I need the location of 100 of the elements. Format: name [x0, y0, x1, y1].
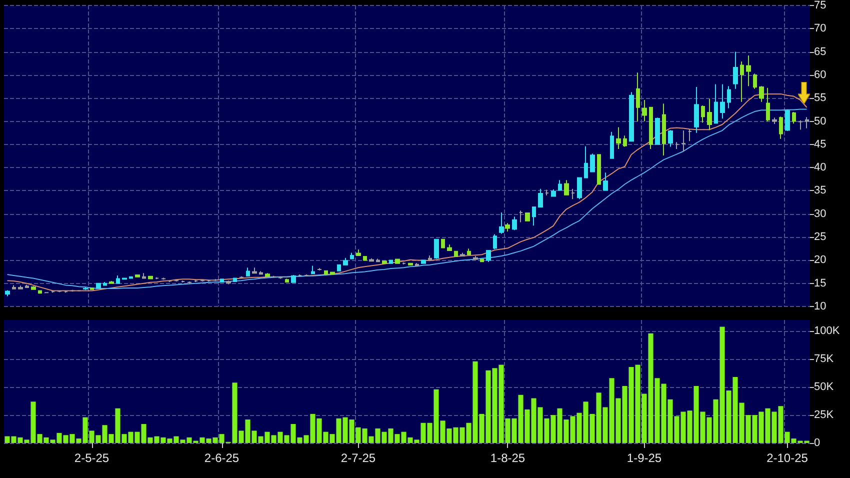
candlestick	[291, 274, 296, 284]
y-tick-label: 20	[814, 254, 826, 266]
candlestick	[116, 274, 120, 284]
candlestick	[564, 180, 569, 196]
y-tick-label: 75K	[814, 353, 834, 366]
y-tick-label: 30	[814, 208, 826, 220]
candlestick	[187, 280, 192, 284]
candlestick	[649, 106, 653, 150]
y-tick-label: 60	[814, 68, 826, 81]
x-tick-label: 1-8-25	[490, 451, 526, 465]
candlestick	[694, 86, 699, 134]
candlestick	[746, 55, 751, 87]
y-tick-label: 50K	[814, 381, 834, 394]
x-tick-label: 2-6-25	[204, 451, 240, 465]
candlestick	[519, 210, 523, 223]
candlestick	[538, 188, 543, 208]
candlestick	[421, 259, 426, 264]
candlestick	[473, 256, 478, 260]
candlestick	[324, 270, 328, 276]
y-tick-label: 25K	[814, 409, 834, 422]
candlestick	[577, 176, 582, 200]
candlestick	[642, 99, 647, 122]
candlestick	[629, 92, 634, 142]
x-tick-label: 2-10-25	[766, 451, 808, 465]
candlestick	[356, 249, 361, 257]
candlestick	[610, 131, 614, 160]
candlestick	[486, 250, 491, 263]
candlestick	[454, 250, 458, 258]
candlestick	[31, 286, 36, 290]
candlestick	[493, 234, 497, 250]
candlestick	[785, 109, 790, 132]
x-tick-label: 1-9-25	[626, 451, 662, 465]
y-tick-label: 15	[814, 277, 826, 290]
x-tick-label: 2-7-25	[340, 451, 376, 465]
candlestick	[317, 268, 322, 271]
candlestick	[161, 277, 166, 280]
candlestick	[707, 98, 712, 131]
y-tick-label: 40	[814, 162, 826, 174]
candlestick	[668, 130, 673, 148]
candlestick	[792, 112, 796, 124]
candlestick	[220, 278, 224, 283]
y-tick-label: 65	[814, 46, 826, 58]
candlestick	[701, 105, 705, 124]
candlestick	[590, 153, 595, 173]
candlestick	[304, 274, 309, 277]
candlestick	[571, 188, 575, 200]
candlestick	[389, 259, 393, 264]
candlestick	[603, 172, 608, 192]
candlestick	[239, 276, 244, 279]
candlestick	[532, 206, 536, 226]
candlestick	[343, 257, 348, 266]
candlestick	[259, 270, 263, 276]
candlestick	[330, 271, 335, 276]
candlestick	[805, 116, 809, 129]
candlestick	[512, 216, 517, 231]
candlestick	[12, 284, 16, 290]
candlestick	[675, 142, 679, 150]
y-tick-label: 10	[814, 300, 826, 312]
candlestick	[434, 238, 439, 260]
x-tick-label: 2-5-25	[74, 451, 110, 465]
candlestick	[18, 285, 23, 290]
candlestick	[428, 255, 432, 261]
candlestick	[740, 61, 744, 102]
y-tick-label: 55	[814, 92, 826, 104]
candlestick	[96, 282, 101, 290]
candlestick	[558, 180, 562, 192]
candlestick	[337, 264, 341, 272]
y-tick-label: 50	[814, 115, 826, 128]
candlestick	[733, 51, 738, 90]
candlestick	[376, 258, 380, 262]
candlestick	[148, 275, 153, 280]
candlestick	[499, 212, 504, 234]
candlestick	[551, 188, 556, 198]
candlestick	[395, 258, 400, 264]
y-tick-label: 75	[814, 0, 826, 12]
candlestick	[720, 84, 725, 119]
candlestick	[70, 289, 75, 292]
candlestick	[311, 265, 315, 275]
candlestick	[636, 72, 640, 122]
candlestick	[662, 103, 666, 156]
candlestick	[285, 278, 289, 283]
y-tick-label: 45	[814, 138, 826, 150]
candlestick	[382, 260, 387, 264]
y-tick-label: 0	[814, 437, 820, 449]
candlestick	[753, 73, 757, 90]
candlestick	[798, 120, 803, 130]
candlestick	[688, 128, 692, 142]
candlestick	[246, 267, 250, 277]
candlestick	[25, 284, 29, 288]
candlestick	[655, 117, 660, 146]
candlestick	[57, 290, 62, 293]
candlestick	[505, 222, 510, 232]
candlestick	[779, 116, 783, 140]
candlestick	[480, 258, 484, 263]
candlestick	[772, 117, 777, 125]
candlestick	[129, 276, 133, 280]
candlestick	[584, 146, 588, 179]
candlestick	[135, 274, 140, 278]
candlestick	[103, 281, 107, 286]
candlestick	[447, 244, 452, 252]
